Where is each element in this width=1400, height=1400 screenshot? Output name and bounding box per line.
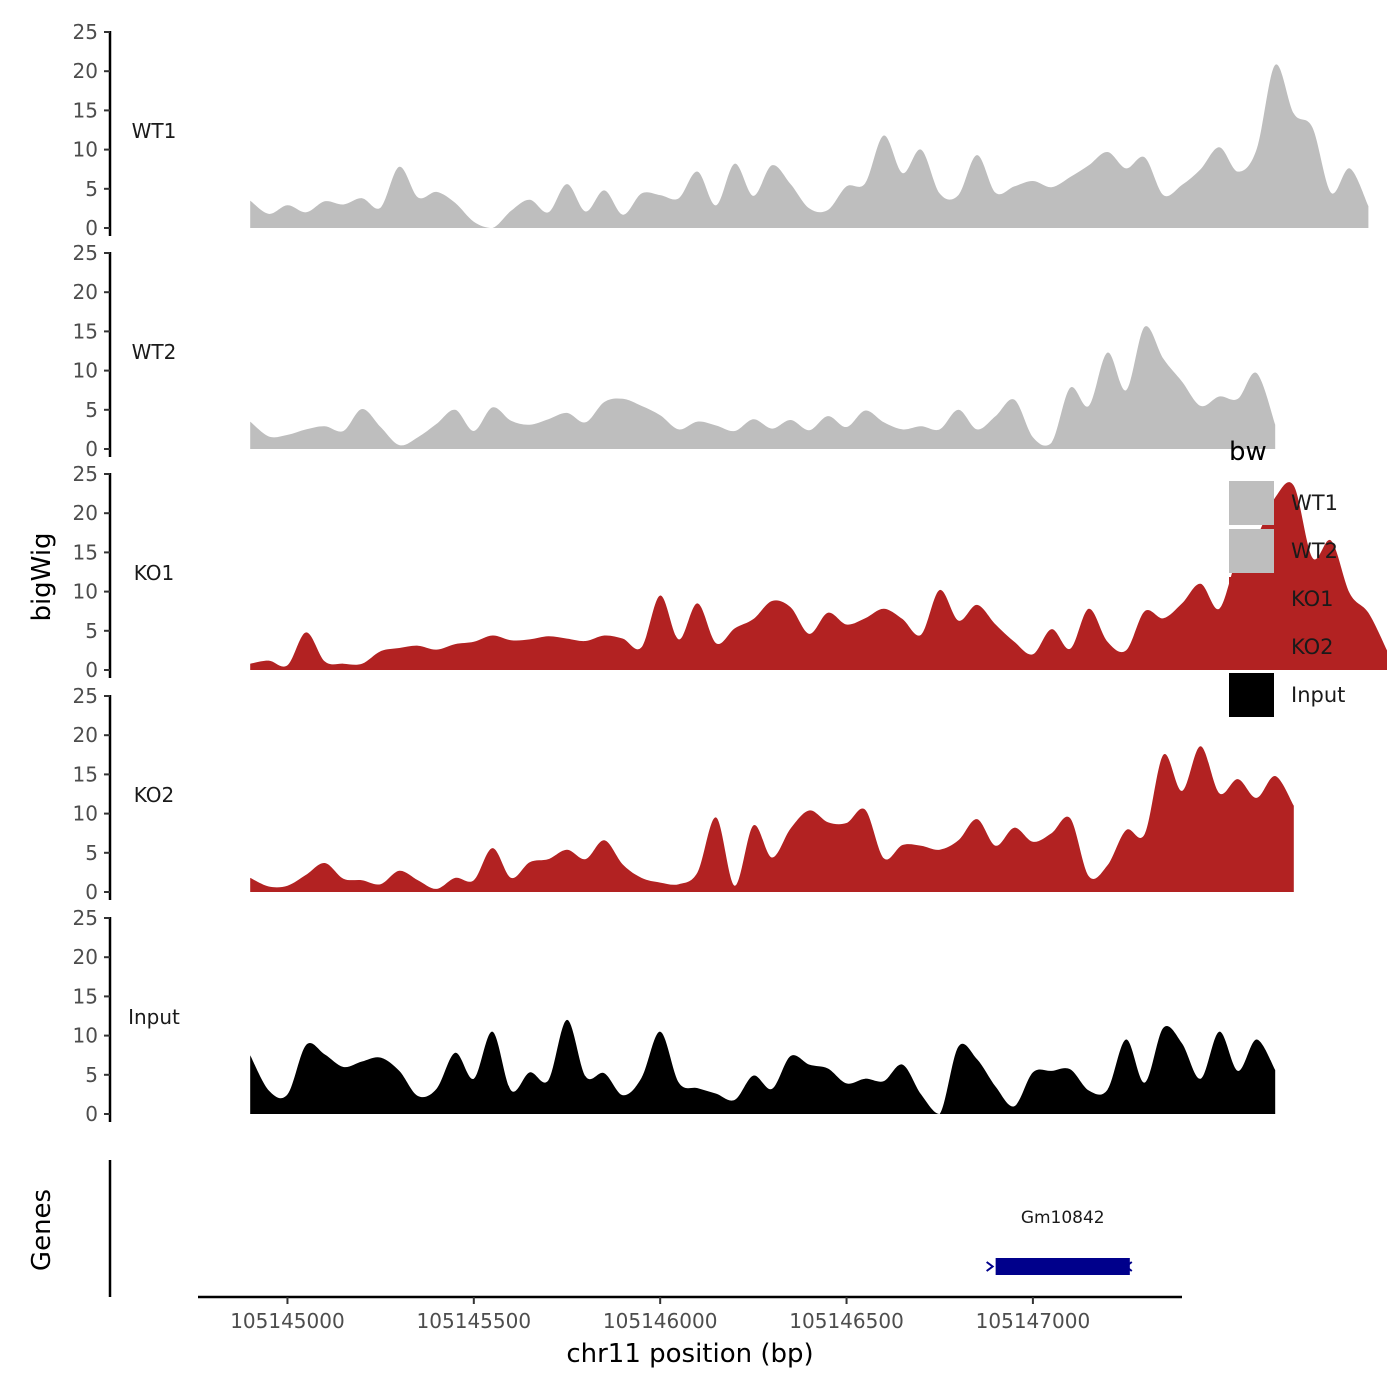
legend-item-input: Input [1229,673,1345,717]
y-tick-label: 5 [85,398,98,422]
y-tick-label: 5 [85,1063,98,1087]
y-tick-label: 10 [73,1024,98,1048]
y-tick-label: 0 [85,1102,98,1126]
legend-label: KO2 [1291,635,1334,659]
series-area-wt2 [250,326,1276,449]
strand-arrow-icon [986,1261,995,1272]
genes-axis-title: Genes [27,1189,57,1271]
y-tick-label: 5 [85,619,98,643]
legend-swatch [1229,529,1274,573]
legend-label: Input [1291,683,1345,707]
track-wt2: 0 5 10 15 20 25 WT2 [73,241,1276,461]
y-tick-label: 10 [73,359,98,383]
y-tick-label: 10 [73,580,98,604]
legend-item-ko1: KO1 [1229,577,1334,621]
y-tick-label: 25 [73,684,98,708]
gene-body [995,1258,1130,1275]
track-ko1: 0 5 10 15 20 25 KO1 [73,462,1388,682]
series-area-input [250,1019,1276,1114]
y-tick-label: 15 [73,762,98,786]
legend-swatch [1229,481,1274,525]
track-label: KO1 [134,561,175,585]
legend-item-wt2: WT2 [1229,529,1338,573]
legend-swatch [1229,625,1274,669]
legend-swatch [1229,673,1274,717]
track-ko2: 0 5 10 15 20 25 KO2 [73,684,1294,904]
track-label: WT1 [132,119,177,143]
y-tick-label: 20 [73,59,98,83]
strand-arrow-icon [1124,1261,1133,1272]
series-area-ko1 [250,482,1388,670]
x-tick-label: 105147000 [976,1309,1091,1333]
track-label: WT2 [132,340,177,364]
y-tick-label: 5 [85,841,98,865]
y-tick-label: 25 [73,462,98,486]
genes-panel: Gm10842 [108,1160,1133,1297]
legend-swatch [1229,577,1274,621]
y-tick-label: 10 [73,138,98,162]
y-tick-label: 15 [73,540,98,564]
y-tick-label: 25 [73,906,98,930]
legend-item-wt1: WT1 [1229,481,1338,525]
x-tick-label: 105145000 [230,1309,345,1333]
y-tick-label: 20 [73,723,98,747]
legend: WT1 WT2 KO1 KO2 Input [1229,481,1345,717]
legend-label: WT2 [1291,539,1338,563]
y-tick-label: 20 [73,280,98,304]
track-label: KO2 [134,783,175,807]
legend-label: KO1 [1291,587,1334,611]
y-tick-label: 0 [85,658,98,682]
y-tick-label: 10 [73,802,98,826]
y-tick-label: 0 [85,880,98,904]
y-tick-label: 15 [73,984,98,1008]
y-tick-label: 25 [73,20,98,44]
x-axis-title: chr11 position (bp) [566,1339,813,1369]
y-tick-label: 15 [73,319,98,343]
y-tick-label: 15 [73,98,98,122]
legend-title: bw [1229,437,1267,467]
series-area-wt1 [250,64,1369,228]
track-label: Input [128,1005,180,1029]
y-tick-label: 20 [73,945,98,969]
x-tick-label: 105145500 [417,1309,532,1333]
x-tick-label: 105146500 [789,1309,904,1333]
y-tick-label: 0 [85,437,98,461]
y-axis-title: bigWig [27,532,57,621]
legend-item-ko2: KO2 [1229,625,1334,669]
x-axis: 105145000 105145500 105146000 105146500 1051… [198,1295,1182,1333]
legend-label: WT1 [1291,491,1338,515]
y-tick-label: 25 [73,241,98,265]
series-area-ko2 [250,746,1294,892]
signal-tracks: 0510152025WT10510152025WT20510152025KO10… [73,20,1388,1126]
y-tick-label: 5 [85,177,98,201]
gene-gm10842: Gm10842 [986,1208,1133,1275]
x-tick-label: 105146000 [603,1309,718,1333]
track-input: 0 5 10 15 20 25 Input [73,906,1276,1126]
y-tick-label: 0 [85,216,98,240]
gene-label: Gm10842 [1021,1208,1105,1228]
y-tick-label: 20 [73,501,98,525]
track-wt1: 0 5 10 15 20 25 WT1 [73,20,1369,240]
